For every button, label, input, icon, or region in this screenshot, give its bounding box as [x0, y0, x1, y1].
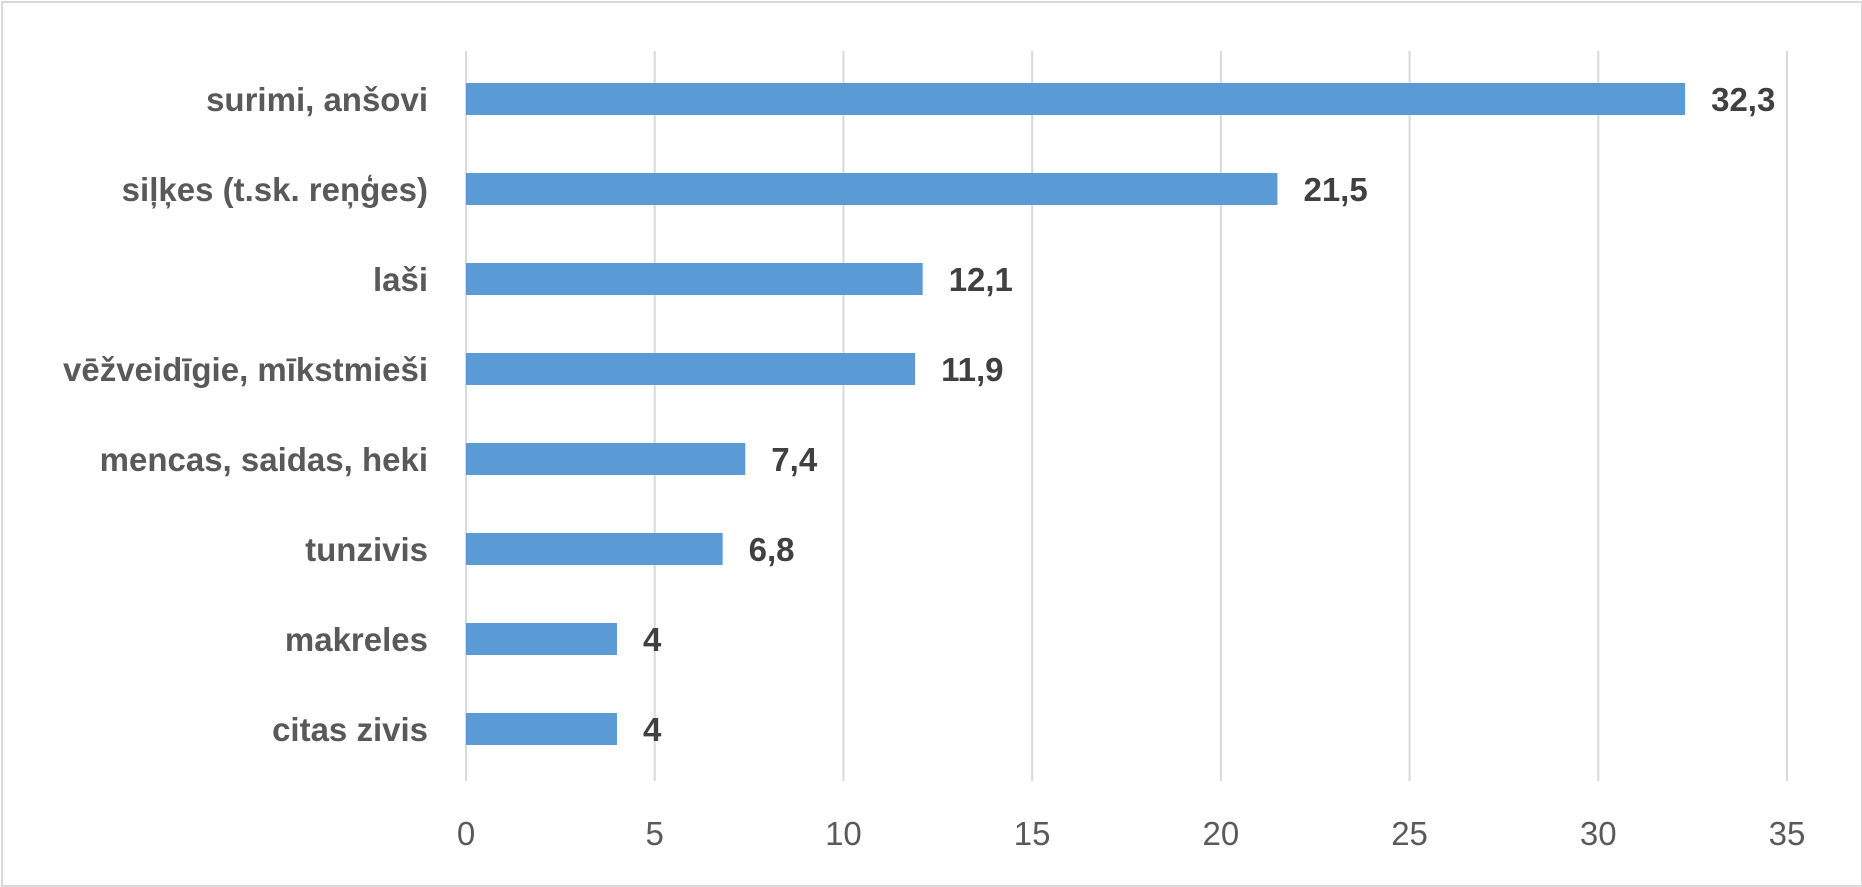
bar	[466, 353, 916, 385]
x-tick-label: 25	[1391, 815, 1428, 852]
category-labels: surimi, anšovi siļķes (t.sk. reņģes) laši v…	[63, 81, 428, 748]
bar	[466, 713, 617, 745]
category-label: makreles	[285, 621, 428, 658]
x-tick-label: 5	[646, 815, 664, 852]
data-label: 11,9	[941, 351, 1003, 388]
category-label: mencas, saidas, heki	[100, 441, 428, 478]
category-label: citas zivis	[272, 711, 428, 748]
bar	[466, 263, 923, 295]
category-label: laši	[373, 261, 428, 298]
bar-chart: surimi, anšovi siļķes (t.sk. reņģes) laši v…	[63, 51, 1806, 852]
data-label: 32,3	[1711, 81, 1775, 118]
category-label: tunzivis	[305, 531, 428, 568]
category-label: siļķes (t.sk. reņģes)	[122, 171, 428, 208]
category-label: surimi, anšovi	[206, 81, 428, 118]
data-label: 6,8	[749, 531, 795, 568]
bar	[466, 623, 617, 655]
bar	[466, 443, 746, 475]
bars	[466, 83, 1686, 745]
x-tick-label: 30	[1580, 815, 1617, 852]
data-label: 12,1	[949, 261, 1013, 298]
data-labels: 32,3 21,5 12,1 11,9 7,4 6,8 4 4	[643, 81, 1775, 748]
x-tick-label: 35	[1769, 815, 1806, 852]
category-label: vēžveidīgie, mīkstmieši	[63, 351, 428, 388]
x-tick-label: 15	[1014, 815, 1051, 852]
data-label: 7,4	[771, 441, 818, 478]
data-label: 4	[643, 711, 662, 748]
x-tick-label: 10	[825, 815, 862, 852]
gridlines	[465, 51, 1788, 781]
bar	[466, 533, 723, 565]
x-tick-label: 0	[457, 815, 475, 852]
x-axis-tick-labels: 0 5 10 15 20 25 30 35	[457, 815, 1806, 852]
x-tick-label: 20	[1202, 815, 1239, 852]
bar	[466, 83, 1686, 115]
bar	[466, 173, 1278, 205]
data-label: 21,5	[1303, 171, 1367, 208]
data-label: 4	[643, 621, 662, 658]
